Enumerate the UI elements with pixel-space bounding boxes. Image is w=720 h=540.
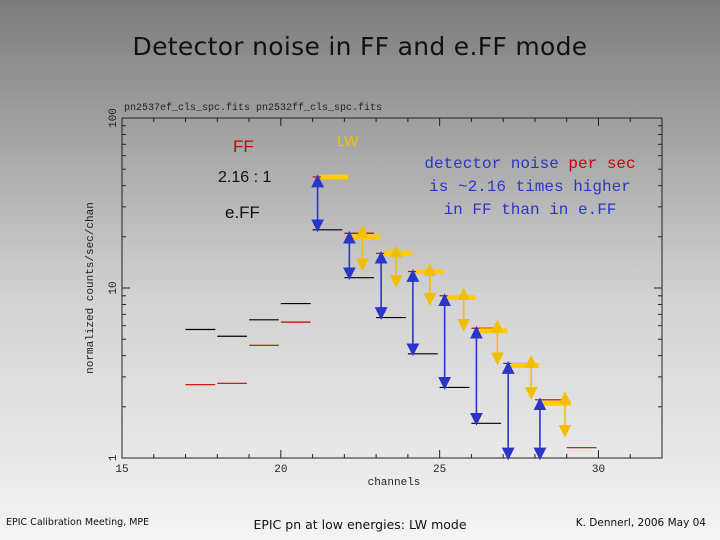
footer-right: K. Dennerl, 2006 May 04: [575, 517, 706, 529]
lw-label: LW: [337, 133, 359, 150]
ratio-arrows: [311, 174, 572, 461]
y-tick-label: 1: [108, 454, 120, 461]
x-tick-label: 25: [433, 464, 446, 476]
footer-left: EPIC Calibration Meeting, MPE: [6, 517, 150, 528]
eff-label: e.FF: [225, 203, 260, 222]
axis-ticks: 15 20 25 30 1 10 100: [108, 108, 663, 476]
y-tick-label: 100: [108, 108, 120, 128]
x-tick-label: 20: [274, 464, 287, 476]
x-tick-label: 30: [592, 464, 605, 476]
chart-header: pn2537ef_cls_spc.fits pn2532ff_cls_spc.f…: [124, 102, 382, 114]
footer-center: EPIC pn at low energies: LW mode: [253, 517, 467, 532]
annotation-line-2: is ~2.16 times higher: [429, 178, 631, 196]
slide-title: Detector noise in FF and e.FF mode: [132, 32, 588, 61]
y-tick-label: 10: [108, 281, 120, 294]
annotation-emphasis: per sec: [568, 155, 635, 173]
annotation-line-3: in FF than in e.FF: [444, 201, 617, 219]
y-axis-label: normalized counts/sec/chan: [85, 202, 97, 374]
ratio-label: 2.16 : 1: [218, 169, 271, 186]
annotation-line-1: detector noise per sec: [424, 155, 635, 173]
ff-label: FF: [233, 137, 254, 156]
x-tick-label: 15: [115, 464, 128, 476]
x-axis-label: channels: [368, 477, 421, 489]
